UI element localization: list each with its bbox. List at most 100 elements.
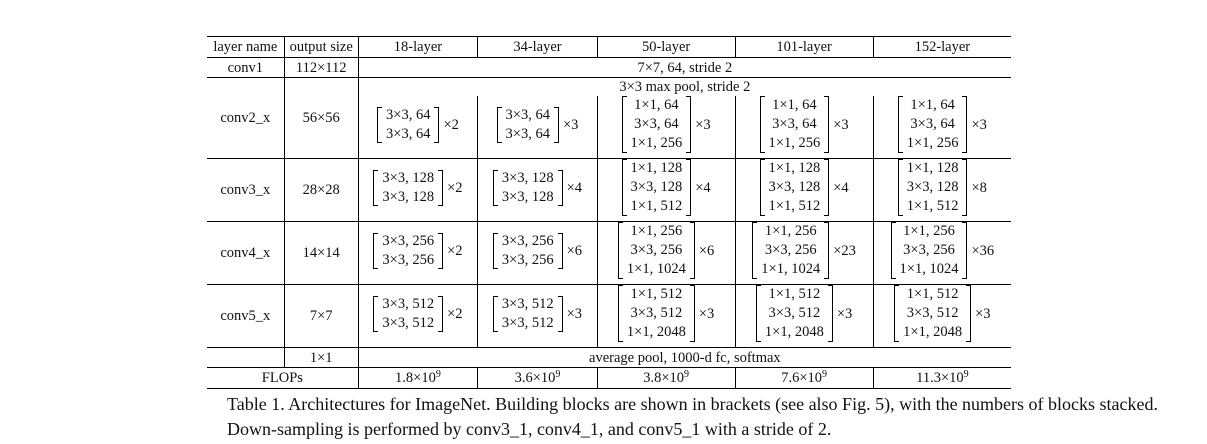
left-bracket	[373, 296, 379, 332]
conv1-spec: 7×7, 64, stride 2	[357, 57, 1011, 78]
right-bracket	[824, 222, 830, 279]
building-block: 1×1, 128 3×3, 128 1×1, 512 ×8	[897, 159, 987, 216]
block-layer: 3×3, 256	[501, 252, 554, 268]
block-layer: 3×3, 128	[768, 179, 821, 195]
block-bracket: 3×3, 128 3×3, 128	[373, 169, 444, 207]
block-layers: 1×1, 64 3×3, 64 1×1, 256	[907, 96, 959, 153]
right-bracket	[689, 285, 695, 342]
block-multiplier: ×4	[695, 179, 711, 196]
right-bracket	[434, 107, 440, 143]
block-layer: 1×1, 2048	[764, 324, 824, 340]
stage-output: 56×56	[283, 77, 359, 159]
flops-value: 1.8×109	[357, 367, 478, 389]
block-layer: 1×1, 128	[768, 160, 821, 176]
block-bracket: 1×1, 256 3×3, 256 1×1, 1024	[617, 222, 695, 279]
stage-row-conv3-x: conv3_x 28×28 3×3, 128 3×3, 128 ×2 3×3, 128 3×…	[207, 158, 1011, 222]
building-block: 1×1, 512 3×3, 512 1×1, 2048 ×3	[894, 285, 991, 342]
block-layer: 3×3, 256	[382, 233, 435, 249]
building-block: 3×3, 256 3×3, 256 ×6	[492, 232, 583, 270]
building-block: 1×1, 256 3×3, 256 1×1, 1024 ×23	[752, 222, 856, 279]
block-multiplier: ×2	[447, 180, 463, 196]
flops-exponent: 9	[555, 369, 561, 380]
block-multiplier: ×2	[443, 117, 459, 133]
block-layers: 1×1, 512 3×3, 512 1×1, 2048	[627, 285, 686, 342]
building-block: 3×3, 64 3×3, 64 ×3	[496, 106, 578, 144]
header-layer-name: layer name	[207, 36, 285, 58]
stage-row-conv4-x: conv4_x 14×14 3×3, 256 3×3, 256 ×2 3×3, 256 3×…	[207, 221, 1011, 285]
building-block: 1×1, 256 3×3, 256 1×1, 1024 ×6	[617, 222, 714, 279]
left-bracket	[752, 222, 758, 279]
right-bracket	[824, 96, 830, 153]
right-bracket	[686, 159, 692, 216]
block-bracket: 3×3, 512 3×3, 512	[492, 295, 563, 333]
block-multiplier: ×6	[566, 243, 583, 259]
right-bracket	[553, 107, 559, 143]
header-output-size: output size	[283, 36, 359, 58]
block-layer: 3×3, 256	[764, 242, 817, 258]
block-layers: 1×1, 256 3×3, 256 1×1, 1024	[900, 222, 959, 279]
block-bracket: 3×3, 256 3×3, 256	[373, 232, 444, 270]
flops-row: FLOPs 1.8×109 3.6×109 3.8×109 7.6×109 11.3×10…	[207, 367, 1011, 389]
block-cell: 3×3, 256 3×3, 256 ×2	[357, 221, 478, 285]
table-caption: Table 1. Architectures for ImageNet. Bui…	[227, 392, 1197, 442]
block-bracket: 1×1, 512 3×3, 512 1×1, 2048	[617, 285, 695, 342]
block-layer: 1×1, 128	[630, 160, 683, 176]
block-cell: 1×1, 512 3×3, 512 1×1, 2048 ×3	[872, 284, 1011, 348]
conv1-output: 112×112	[283, 57, 359, 78]
left-bracket	[373, 170, 379, 206]
block-bracket: 1×1, 128 3×3, 128 1×1, 512	[897, 159, 968, 216]
building-block: 1×1, 128 3×3, 128 1×1, 512 ×4	[759, 159, 849, 216]
block-layer: 3×3, 128	[630, 179, 683, 195]
block-bracket: 1×1, 64 3×3, 64 1×1, 256	[759, 96, 830, 153]
block-layer: 1×1, 1024	[626, 261, 686, 277]
left-bracket	[492, 296, 498, 332]
block-bracket: 3×3, 64 3×3, 64	[496, 106, 559, 144]
left-bracket	[373, 233, 379, 269]
block-bracket: 1×1, 512 3×3, 512 1×1, 2048	[755, 285, 833, 342]
stage-name: conv2_x	[207, 77, 285, 159]
flops-exponent: 9	[963, 369, 969, 380]
building-block: 1×1, 128 3×3, 128 1×1, 512 ×4	[621, 159, 711, 216]
block-layers: 3×3, 256 3×3, 256	[502, 232, 554, 270]
block-layer: 1×1, 1024	[899, 261, 959, 277]
block-multiplier: ×3	[971, 116, 987, 133]
left-bracket	[897, 96, 903, 153]
block-multiplier: ×3	[836, 305, 853, 322]
block-cell: 1×1, 128 3×3, 128 1×1, 512 ×8	[872, 158, 1011, 222]
block-multiplier: ×8	[971, 179, 987, 196]
block-cell: 3×3, 128 3×3, 128 ×4	[477, 158, 598, 222]
block-layers: 1×1, 512 3×3, 512 1×1, 2048	[765, 285, 824, 342]
block-layers: 1×1, 128 3×3, 128 1×1, 512	[907, 159, 959, 216]
final-row: 1×1 average pool, 1000-d fc, softmax	[207, 347, 1011, 368]
block-layer: 3×3, 128	[501, 189, 554, 205]
final-spec: average pool, 1000-d fc, softmax	[357, 347, 1011, 368]
block-bracket: 1×1, 128 3×3, 128 1×1, 512	[759, 159, 830, 216]
block-cell: 3×3, 128 3×3, 128 ×2	[357, 158, 478, 222]
block-cell: 1×1, 512 3×3, 512 1×1, 2048 ×3	[596, 284, 735, 348]
block-layer: 1×1, 512	[768, 286, 821, 302]
block-multiplier: ×3	[975, 305, 991, 322]
block-bracket: 3×3, 128 3×3, 128	[492, 169, 563, 207]
final-output: 1×1	[283, 347, 359, 368]
block-layer: 3×3, 128	[501, 170, 554, 186]
left-bracket	[492, 170, 498, 206]
block-cell: 1×1, 128 3×3, 128 1×1, 512 ×4	[596, 158, 735, 222]
building-block: 3×3, 128 3×3, 128 ×4	[492, 169, 583, 207]
block-cell: 1×1, 64 3×3, 64 1×1, 256 ×3	[872, 96, 1011, 159]
block-layer: 1×1, 64	[910, 97, 955, 113]
block-multiplier: ×3	[566, 306, 583, 322]
block-cell: 1×1, 128 3×3, 128 1×1, 512 ×4	[734, 158, 874, 222]
stage-row-conv5-x: conv5_x 7×7 3×3, 512 3×3, 512 ×2 3×3, 512 3×3,…	[207, 284, 1011, 348]
block-layer: 3×3, 512	[501, 296, 554, 312]
left-bracket	[377, 107, 383, 143]
left-bracket	[894, 285, 900, 342]
block-layer: 1×1, 1024	[761, 261, 821, 277]
block-layers: 3×3, 256 3×3, 256	[382, 232, 434, 270]
conv1-name: conv1	[207, 57, 285, 78]
block-multiplier: ×4	[566, 180, 583, 196]
block-cell: 1×1, 256 3×3, 256 1×1, 1024 ×6	[596, 221, 735, 285]
block-cell: 1×1, 64 3×3, 64 1×1, 256 ×3	[596, 96, 735, 159]
block-cell: 3×3, 512 3×3, 512 ×3	[477, 284, 598, 348]
block-layer: 1×1, 64	[634, 97, 679, 113]
left-bracket	[621, 96, 627, 153]
